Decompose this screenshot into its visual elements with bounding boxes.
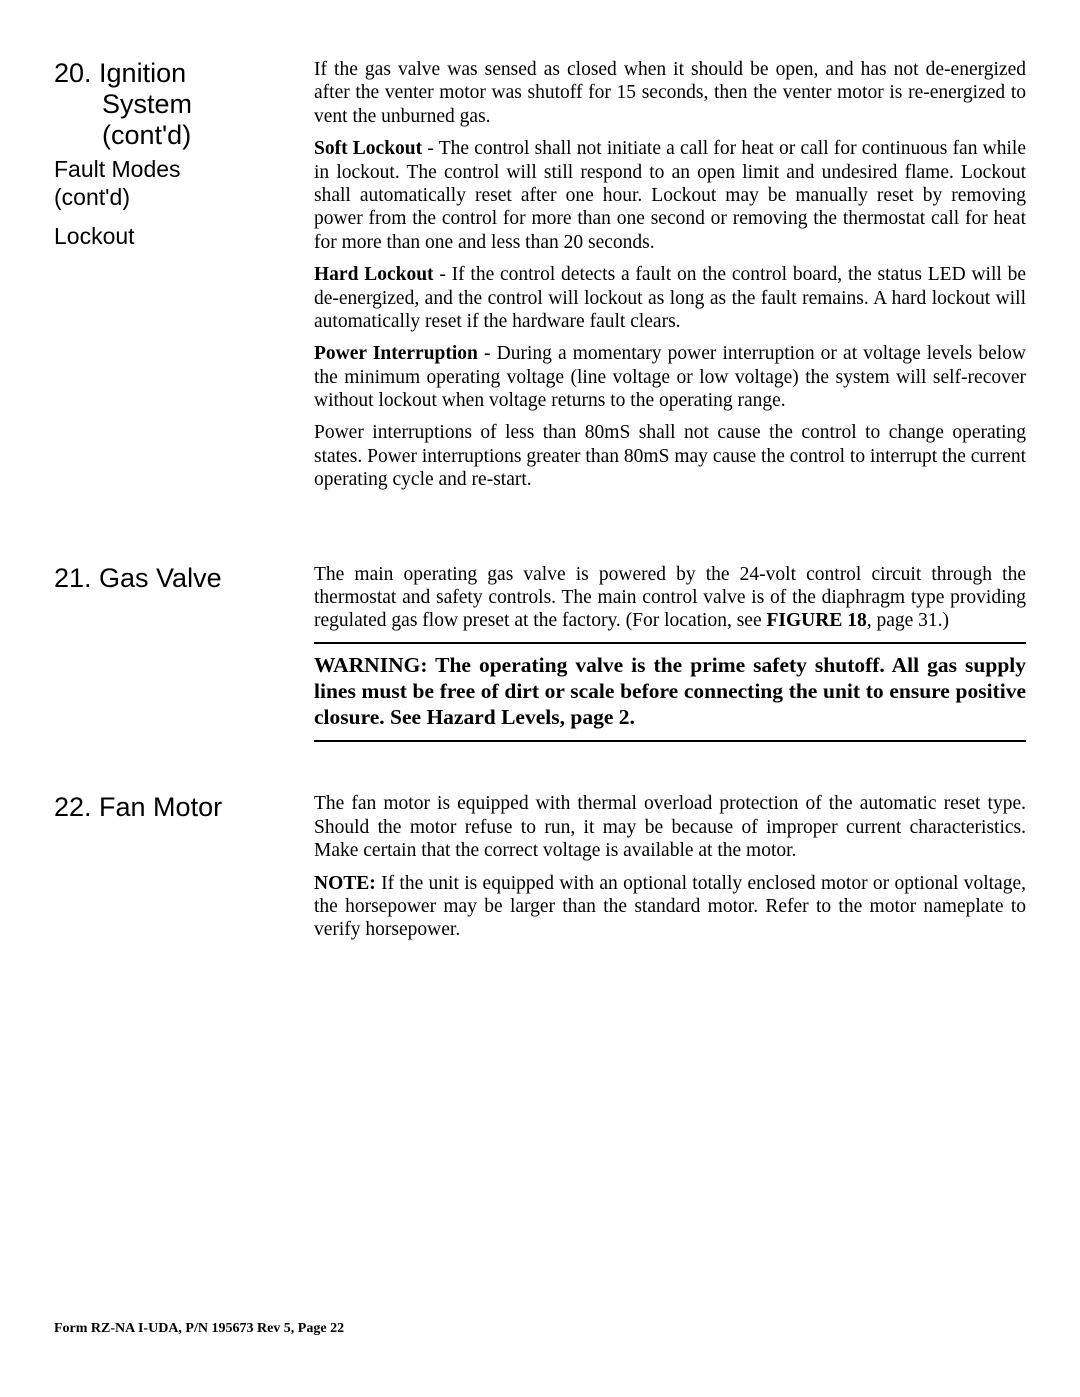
note-lead: NOTE:: [314, 873, 376, 894]
section-21-right: The main operating gas valve is powered …: [314, 563, 1026, 743]
page-footer: Form RZ-NA I-UDA, P/N 195673 Rev 5, Page…: [54, 1321, 344, 1337]
para-20-3: Hard Lockout - If the control detects a …: [314, 263, 1026, 333]
para-20-5: Power interruptions of less than 80mS sh…: [314, 421, 1026, 491]
note-rest: If the unit is equipped with an optional…: [314, 873, 1026, 941]
hard-lockout-lead: Hard Lockout: [314, 264, 434, 285]
section-20: 20. Ignition System (cont'd) Fault Modes…: [54, 58, 1026, 501]
heading-20: 20. Ignition System (cont'd): [54, 58, 314, 151]
para-21-fig: FIGURE 18: [766, 610, 866, 631]
para-20-2: Soft Lockout - The control shall not ini…: [314, 137, 1026, 254]
section-22-left: 22. Fan Motor: [54, 792, 314, 950]
para-20-1: If the gas valve was sensed as closed wh…: [314, 58, 1026, 128]
heading-20-line3: (cont'd): [54, 120, 191, 150]
section-22: 22. Fan Motor The fan motor is equipped …: [54, 792, 1026, 950]
para-22-2: NOTE: If the unit is equipped with an op…: [314, 872, 1026, 942]
power-int-lead: Power Interruption: [314, 343, 478, 364]
section-20-right: If the gas valve was sensed as closed wh…: [314, 58, 1026, 501]
para-22-1: The fan motor is equipped with thermal o…: [314, 792, 1026, 862]
para-21-1b: , page 31.): [867, 610, 949, 631]
warning-rule-top: [314, 642, 1026, 644]
section-22-right: The fan motor is equipped with thermal o…: [314, 792, 1026, 950]
section-21-left: 21. Gas Valve: [54, 563, 314, 743]
para-20-4: Power Interruption - During a momentary …: [314, 342, 1026, 412]
heading-22: 22. Fan Motor: [54, 792, 314, 823]
warning-21: WARNING: The operating valve is the prim…: [314, 648, 1026, 737]
para-21-1: The main operating gas valve is powered …: [314, 563, 1026, 633]
fault-modes-line2: (cont'd): [54, 184, 130, 210]
page-container: 20. Ignition System (cont'd) Fault Modes…: [0, 0, 1080, 951]
warning-rule-bottom: [314, 740, 1026, 742]
section-20-left: 20. Ignition System (cont'd) Fault Modes…: [54, 58, 314, 501]
subheading-lockout: Lockout: [54, 223, 314, 251]
heading-20-line2: System: [54, 89, 192, 119]
heading-21: 21. Gas Valve: [54, 563, 314, 594]
heading-20-line1: 20. Ignition: [54, 58, 186, 88]
fault-modes-line1: Fault Modes: [54, 156, 181, 182]
section-21: 21. Gas Valve The main operating gas val…: [54, 563, 1026, 743]
soft-lockout-lead: Soft Lockout: [314, 138, 422, 159]
subheading-fault-modes: Fault Modes (cont'd): [54, 156, 314, 211]
